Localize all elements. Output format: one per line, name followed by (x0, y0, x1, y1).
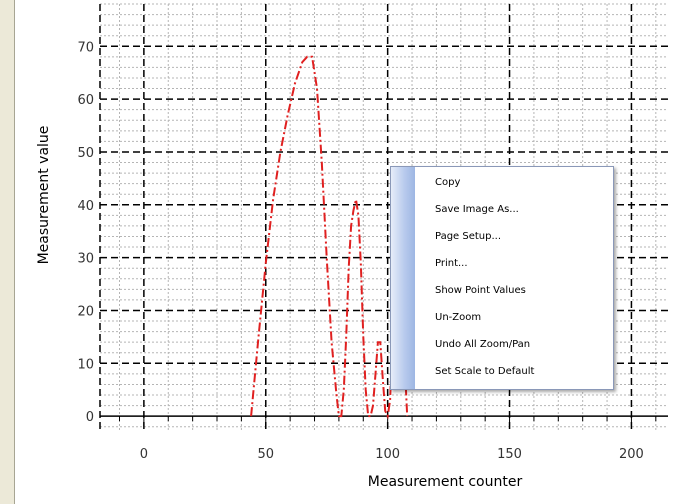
x-tick-labels: 0 50 100 150 200 (140, 447, 644, 462)
context-menu: Copy Save Image As... Page Setup... Prin… (390, 166, 614, 390)
y-tick-label: 10 (77, 357, 94, 372)
menu-item-copy[interactable]: Copy (435, 177, 461, 188)
y-tick-label: 40 (77, 199, 94, 214)
window-left-frame (0, 0, 15, 504)
menu-item-page-setup[interactable]: Page Setup... (435, 231, 502, 242)
x-tick-label: 100 (375, 447, 400, 462)
y-tick-label: 20 (77, 304, 94, 319)
series-line (250, 55, 409, 420)
menu-item-set-scale-to-default[interactable]: Set Scale to Default (435, 366, 535, 377)
x-axis-title: Measurement counter (368, 474, 523, 490)
y-axis-title: Measurement value (36, 126, 52, 265)
menu-item-un-zoom[interactable]: Un-Zoom (435, 312, 482, 323)
menu-item-undo-all-zoom-pan[interactable]: Undo All Zoom/Pan (435, 339, 531, 350)
x-tick-label: 150 (497, 447, 522, 462)
menu-item-print[interactable]: Print... (435, 258, 468, 269)
y-tick-label: 70 (77, 40, 94, 55)
x-tick-label: 200 (619, 447, 644, 462)
axis-ticks (119, 416, 657, 427)
x-tick-label: 0 (140, 447, 148, 462)
y-tick-label: 50 (77, 146, 94, 161)
context-menu-icon-gutter (391, 167, 415, 389)
menu-item-save-image-as[interactable]: Save Image As... (435, 204, 519, 215)
y-tick-label: 30 (77, 252, 94, 267)
y-tick-labels: 0 10 20 30 40 50 60 70 (77, 40, 94, 425)
y-tick-label: 0 (86, 410, 94, 425)
menu-item-show-point-values[interactable]: Show Point Values (435, 285, 526, 296)
y-tick-label: 60 (77, 93, 94, 108)
x-tick-label: 50 (257, 447, 274, 462)
